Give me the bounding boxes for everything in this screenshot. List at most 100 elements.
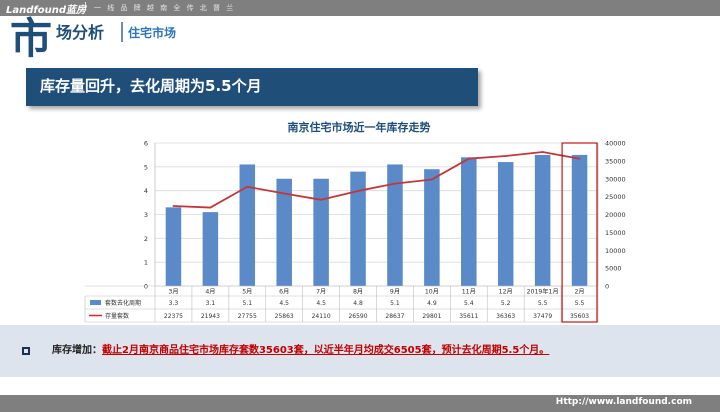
data-label-bar: 4.5 [316, 300, 326, 307]
chart-title: 南京住宅市场近一年库存走势 [288, 120, 431, 134]
headline-text: 库存量回升，去化周期为5.5个月 [40, 77, 262, 95]
headline-banner: 库存量回升，去化周期为5.5个月 [26, 68, 478, 106]
summary-body: 截止2月南京商品住宅市场库存套数35603套，以近半年月均成交6505套，预计去… [102, 345, 550, 356]
data-label-bar: 5.5 [575, 300, 585, 307]
left-tick-label: 3 [144, 211, 148, 219]
right-tick-label: 5000 [605, 265, 622, 273]
data-label-line: 35603 [570, 313, 589, 320]
bar [202, 212, 219, 286]
header-divider [121, 22, 123, 42]
line-point [394, 182, 396, 185]
data-label-line: 21943 [201, 313, 220, 320]
left-tick-label: 4 [144, 187, 148, 195]
square-bullet-icon [22, 347, 30, 355]
summary-note: 库存增加：截止2月南京商品住宅市场库存套数35603套，以近半年月均成交6505… [0, 325, 720, 377]
category-label: 8月 [353, 289, 363, 296]
right-tick-label: 40000 [605, 140, 626, 148]
bar [165, 207, 182, 286]
series-line [173, 151, 580, 209]
chart-grid [155, 142, 598, 287]
left-tick-label: 6 [144, 140, 148, 148]
line-point [357, 190, 359, 192]
line-point [578, 157, 581, 160]
footer-bar: Http://www.landfound.com [0, 395, 720, 412]
header-section: 住宅市场 [128, 26, 177, 40]
footer-url[interactable]: Http://www.landfound.com [555, 397, 692, 407]
right-tick-label: 35000 [605, 157, 626, 165]
line-point [209, 206, 212, 209]
data-label-bar: 4.9 [427, 300, 437, 307]
bar [387, 164, 403, 286]
bar [424, 169, 440, 286]
data-label-line: 37479 [533, 313, 552, 320]
category-label: 7月 [316, 289, 326, 296]
data-label-bar: 5.4 [464, 300, 474, 307]
bar [534, 154, 551, 286]
right-tick-label: 0 [605, 283, 609, 291]
header-subtitle: 场分析 [56, 23, 105, 42]
bar [497, 162, 514, 286]
line-point [430, 178, 433, 181]
category-label: 4月 [205, 289, 215, 296]
bar [239, 164, 256, 286]
data-label-line: 22375 [164, 313, 183, 320]
legend-label-bar: 套数去化周期 [105, 299, 141, 307]
bar-series [165, 154, 588, 286]
data-label-line: 25863 [275, 313, 294, 320]
data-label-bar: 3.1 [206, 300, 216, 307]
right-tick-label: 20000 [605, 211, 626, 219]
data-label-line: 24110 [312, 313, 331, 320]
category-label: 2019年1月 [527, 288, 559, 296]
top-bar: Landfound蓝房 | 一 线 品 牌 越 南 全 传 北 督 兰 [0, 0, 720, 16]
data-label-bar: 4.8 [353, 300, 363, 307]
data-label-line: 26590 [348, 313, 367, 320]
data-label-line: 29801 [422, 313, 441, 320]
data-label-bar: 5.1 [390, 300, 400, 307]
bar [313, 178, 329, 286]
highlight-rect [561, 142, 598, 323]
left-tick-label: 1 [144, 259, 148, 267]
right-tick-label: 10000 [605, 247, 626, 255]
data-label-line: 28637 [385, 313, 404, 320]
data-table: 3月 4月 5月 6月 7月 8月 9月 10月 11月 12月 2019年1月 2月套数去化周期存量… [84, 285, 599, 323]
line-point [504, 155, 507, 157]
left-tick-label: 2 [144, 235, 148, 243]
left-tick-label: 5 [144, 163, 148, 171]
line-point [283, 192, 286, 195]
category-label: 6月 [279, 289, 289, 296]
right-tick-label: 15000 [605, 229, 626, 237]
line-point [541, 151, 544, 153]
right-tick-label: 25000 [605, 193, 626, 201]
left-axis: 0 1 2 3 4 5 6 [144, 140, 156, 291]
left-tick-label: 0 [144, 283, 148, 291]
line-point [320, 198, 323, 201]
right-tick-label: 30000 [605, 175, 626, 183]
highlight-box [561, 142, 598, 323]
summary-label: 库存增加： [52, 345, 102, 356]
top-bar-separator: | [84, 2, 88, 12]
line-point [467, 157, 470, 160]
bar [461, 157, 477, 286]
data-label-bar: 5.5 [538, 300, 548, 307]
category-label: 3月 [168, 289, 178, 296]
data-label-line: 27755 [238, 313, 257, 320]
data-label-line: 36363 [496, 313, 515, 320]
right-axis: 0 5000 10000 15000 20000 25000 30000 35000 40000 [597, 140, 626, 291]
summary-text: 库存增加：截止2月南京商品住宅市场库存套数35603套，以近半年月均成交6505… [52, 344, 549, 358]
category-label: 12月 [499, 289, 513, 296]
line-point [172, 205, 175, 207]
category-label: 5月 [242, 289, 252, 296]
bar [276, 178, 292, 286]
brand-slogan: 一 线 品 牌 越 南 全 传 北 督 兰 [94, 4, 236, 12]
line-series [172, 151, 581, 209]
bar [571, 154, 588, 286]
brand-logo: Landfound蓝房 [6, 5, 87, 16]
legend-swatch-bar [90, 300, 101, 305]
bar [350, 171, 366, 286]
category-label: 2月 [574, 289, 584, 296]
category-label: 10月 [425, 289, 439, 296]
data-label-bar: 5.1 [243, 300, 253, 307]
category-label: 9月 [390, 289, 400, 296]
legend-label-line: 存量套数 [105, 312, 129, 320]
